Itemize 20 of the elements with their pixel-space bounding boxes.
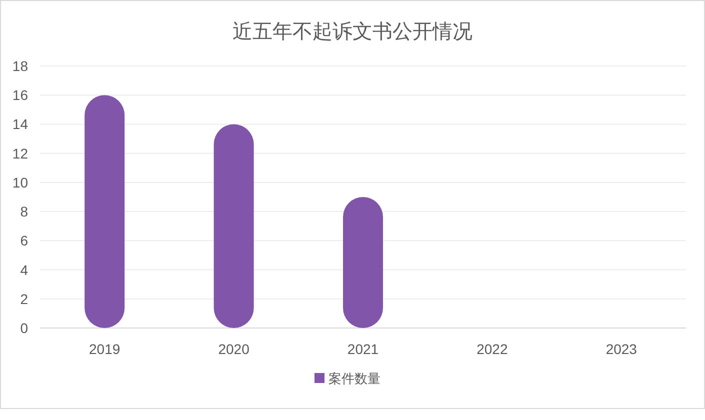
y-tick-label: 2 — [20, 290, 28, 307]
y-tick-label: 4 — [20, 262, 28, 278]
bar — [214, 124, 254, 328]
y-tick-label: 0 — [20, 320, 28, 336]
x-tick-label: 2023 — [606, 341, 638, 357]
chart-title: 近五年不起诉文书公开情况 — [232, 21, 472, 43]
y-tick-label: 12 — [12, 145, 28, 162]
y-tick-label: 10 — [12, 174, 28, 190]
x-tick-label: 2019 — [89, 341, 120, 357]
y-tick-label: 16 — [12, 87, 28, 104]
y-tick-label: 14 — [12, 116, 28, 132]
x-tick-label: 2022 — [476, 341, 508, 357]
bar — [343, 197, 383, 328]
legend-label: 案件数量 — [328, 371, 380, 386]
y-tick-label: 6 — [20, 232, 28, 249]
bar — [84, 95, 125, 328]
x-tick-label: 2021 — [347, 341, 379, 357]
x-tick-label: 2020 — [218, 341, 250, 357]
y-tick-label: 8 — [20, 204, 28, 220]
y-tick-label: 18 — [12, 58, 28, 74]
